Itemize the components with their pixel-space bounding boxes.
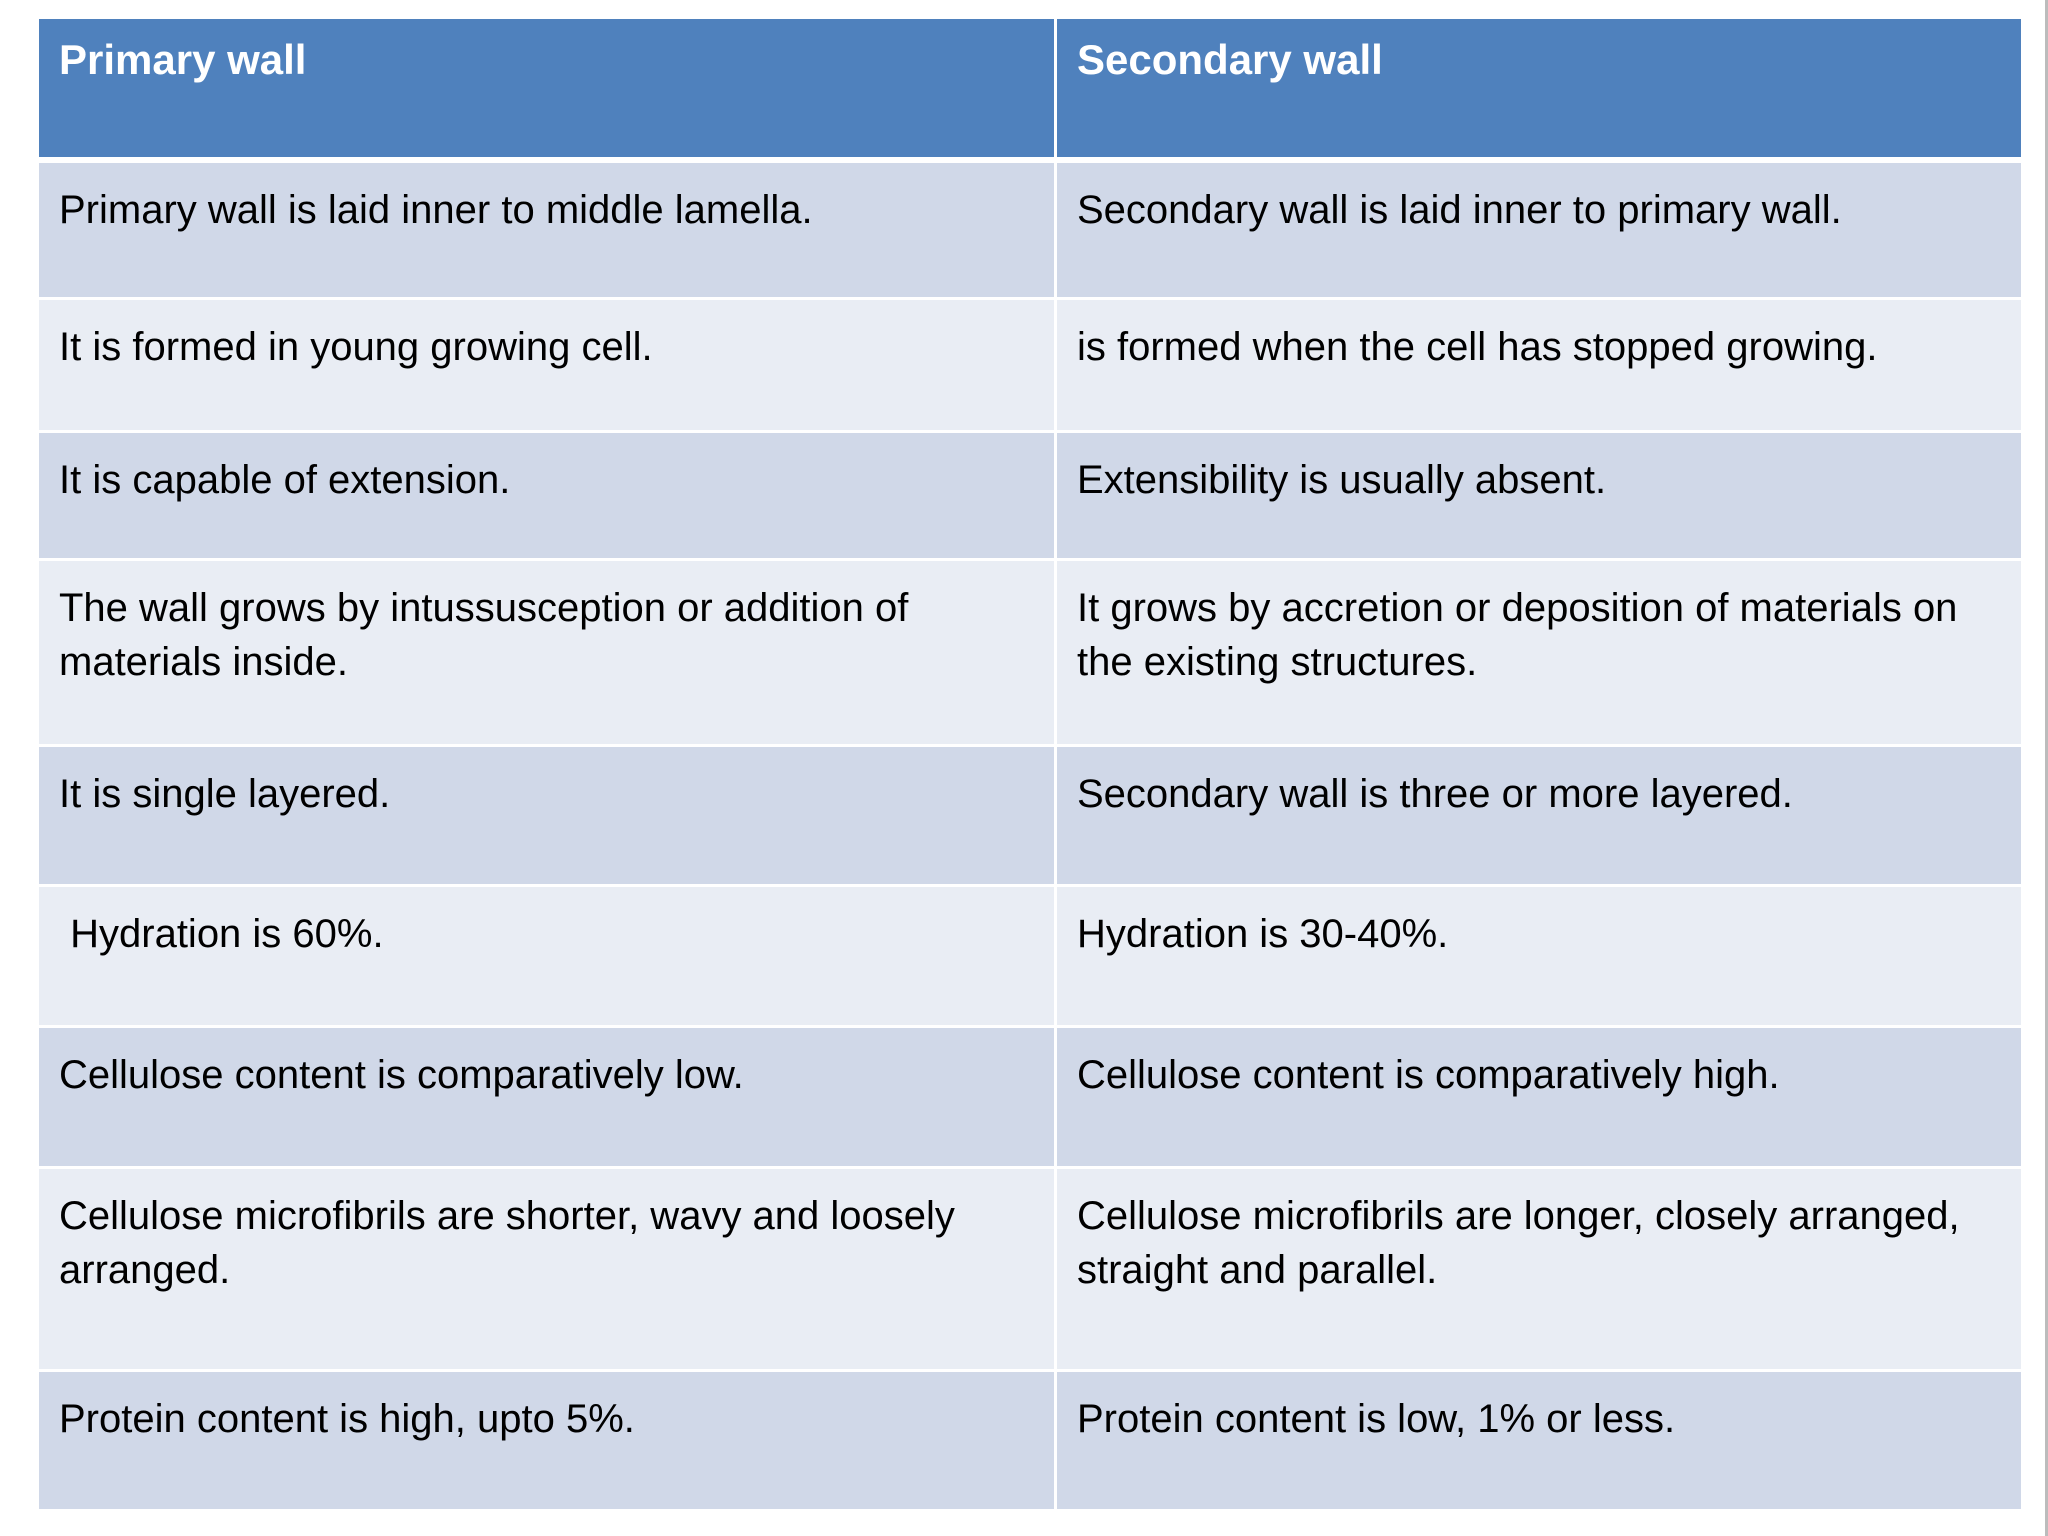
- cell-secondary: Cellulose content is comparatively high.: [1054, 1025, 2024, 1169]
- slide-border: [2045, 0, 2048, 1536]
- table-row: The wall grows by intussusception or add…: [36, 558, 2024, 747]
- cell-secondary: Extensibility is usually absent.: [1054, 430, 2024, 561]
- cell-primary: It is formed in young growing cell.: [36, 297, 1057, 433]
- cell-secondary: Hydration is 30-40%.: [1054, 884, 2024, 1028]
- comparison-table: Primary wall Secondary wall Primary wall…: [36, 16, 2024, 1512]
- table-row: Cellulose content is comparatively low. …: [36, 1025, 2024, 1169]
- table-row: Primary wall is laid inner to middle lam…: [36, 158, 2024, 300]
- header-primary-wall: Primary wall: [36, 16, 1057, 163]
- cell-secondary: Cellulose microfibrils are longer, close…: [1054, 1166, 2024, 1372]
- header-secondary-wall: Secondary wall: [1054, 16, 2024, 163]
- cell-secondary: It grows by accretion or deposition of m…: [1054, 558, 2024, 747]
- table-row: It is capable of extension. Extensibilit…: [36, 430, 2024, 561]
- cell-secondary: Secondary wall is laid inner to primary …: [1054, 158, 2024, 300]
- cell-primary: Protein content is high, upto 5%.: [36, 1369, 1057, 1512]
- cell-primary: Cellulose microfibrils are shorter, wavy…: [36, 1166, 1057, 1372]
- table-row: Protein content is high, upto 5%. Protei…: [36, 1369, 2024, 1512]
- cell-primary: Cellulose content is comparatively low.: [36, 1025, 1057, 1169]
- table-row: Hydration is 60%. Hydration is 30-40%.: [36, 884, 2024, 1028]
- cell-secondary: is formed when the cell has stopped grow…: [1054, 297, 2024, 433]
- cell-primary: Hydration is 60%.: [36, 884, 1057, 1028]
- cell-secondary: Secondary wall is three or more layered.: [1054, 744, 2024, 887]
- cell-secondary: Protein content is low, 1% or less.: [1054, 1369, 2024, 1512]
- table-row: Cellulose microfibrils are shorter, wavy…: [36, 1166, 2024, 1372]
- table-row: It is single layered. Secondary wall is …: [36, 744, 2024, 887]
- cell-primary: It is capable of extension.: [36, 430, 1057, 561]
- cell-primary: It is single layered.: [36, 744, 1057, 887]
- cell-primary: The wall grows by intussusception or add…: [36, 558, 1057, 747]
- cell-primary: Primary wall is laid inner to middle lam…: [36, 158, 1057, 300]
- table-row: It is formed in young growing cell. is f…: [36, 297, 2024, 433]
- table-header-row: Primary wall Secondary wall: [36, 16, 2024, 163]
